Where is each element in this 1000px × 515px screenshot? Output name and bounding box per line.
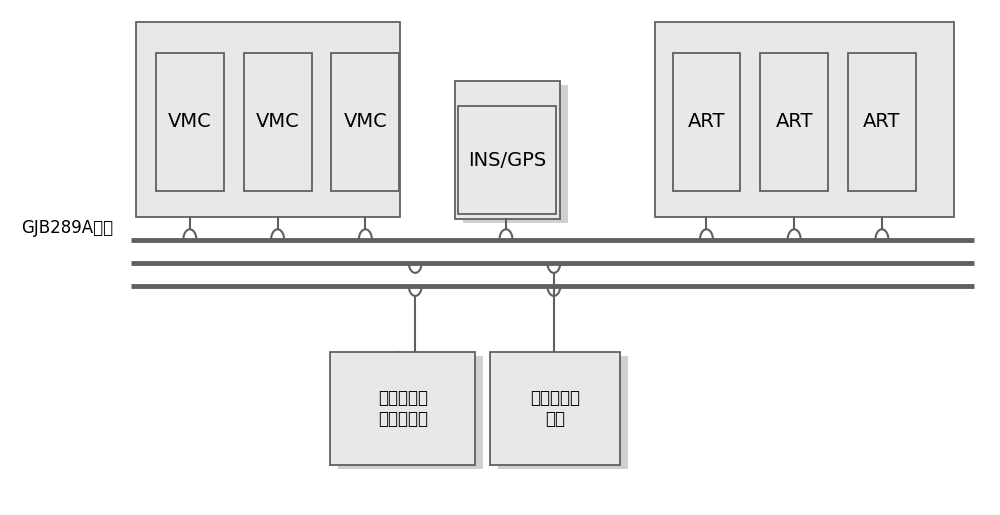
Bar bbox=[136, 22, 400, 216]
Text: 机电管理计
算机: 机电管理计 算机 bbox=[530, 389, 580, 428]
Text: ART: ART bbox=[863, 112, 901, 131]
Text: INS/GPS: INS/GPS bbox=[468, 151, 546, 169]
Bar bbox=[244, 53, 312, 191]
Bar bbox=[156, 53, 224, 191]
Bar bbox=[331, 53, 399, 191]
Bar bbox=[848, 53, 916, 191]
Bar bbox=[455, 81, 560, 219]
Text: VMC: VMC bbox=[344, 112, 387, 131]
Bar bbox=[338, 356, 483, 469]
Bar bbox=[490, 352, 620, 465]
Bar bbox=[673, 53, 740, 191]
Text: ART: ART bbox=[775, 112, 813, 131]
Text: ART: ART bbox=[688, 112, 725, 131]
Bar bbox=[655, 22, 954, 216]
Text: GJB289A总线: GJB289A总线 bbox=[21, 219, 113, 237]
Text: VMC: VMC bbox=[168, 112, 212, 131]
Bar bbox=[498, 356, 628, 469]
Bar bbox=[463, 85, 568, 223]
Text: 发动机信息
综合计算机: 发动机信息 综合计算机 bbox=[378, 389, 428, 428]
Bar bbox=[330, 352, 475, 465]
Bar bbox=[458, 107, 556, 214]
Text: VMC: VMC bbox=[256, 112, 299, 131]
Bar bbox=[760, 53, 828, 191]
